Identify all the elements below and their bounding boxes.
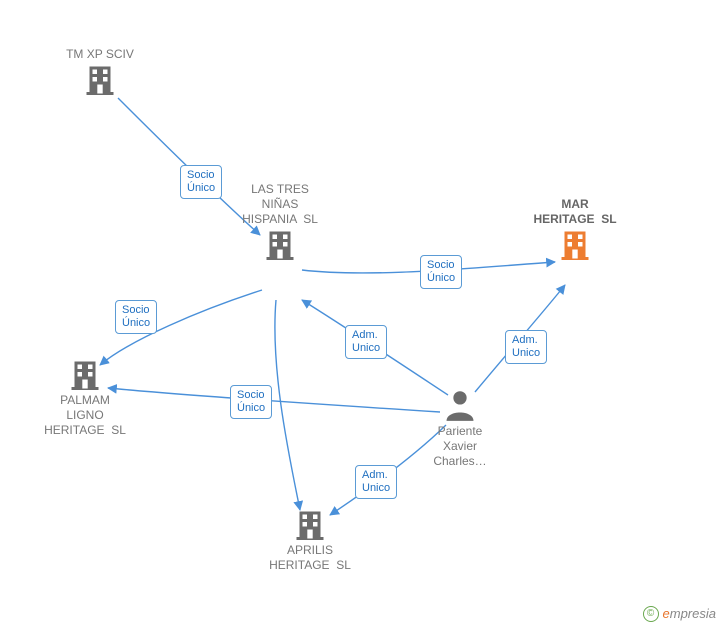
building-icon: [250, 507, 370, 543]
edge-person-palmam: [108, 388, 440, 412]
node-tmxp[interactable]: TM XP SCIV: [40, 47, 160, 98]
edge-label-tmxp-tres: SocioÚnico: [180, 165, 222, 199]
copyright-icon: ©: [643, 606, 659, 622]
node-label: MARHERITAGE SL: [515, 197, 635, 227]
edge-label-person-aprilis: Adm.Unico: [355, 465, 397, 499]
edge-label-person-mar: Adm.Unico: [505, 330, 547, 364]
person-icon: [400, 386, 520, 424]
building-icon: [25, 357, 145, 393]
node-label: LAS TRESNIÑASHISPANIA SL: [220, 182, 340, 227]
node-tres[interactable]: LAS TRESNIÑASHISPANIA SL: [220, 182, 340, 263]
node-label: PALMAMLIGNOHERITAGE SL: [25, 393, 145, 438]
watermark: © empresia: [643, 605, 716, 622]
edge-label-tres-aprilis: SocioÚnico: [230, 385, 272, 419]
node-palmam[interactable]: PALMAMLIGNOHERITAGE SL: [25, 357, 145, 438]
node-mar[interactable]: MARHERITAGE SL: [515, 197, 635, 263]
edge-label-tres-palmam: SocioÚnico: [115, 300, 157, 334]
edge-label-person-tres: Adm.Unico: [345, 325, 387, 359]
node-aprilis[interactable]: APRILISHERITAGE SL: [250, 507, 370, 573]
building-icon: [515, 227, 635, 263]
node-label: TM XP SCIV: [40, 47, 160, 62]
node-label: APRILISHERITAGE SL: [250, 543, 370, 573]
node-person[interactable]: ParienteXavierCharles…: [400, 386, 520, 469]
edge-label-tres-mar: SocioÚnico: [420, 255, 462, 289]
brand-text: empresia: [663, 607, 716, 622]
building-icon: [220, 227, 340, 263]
edge-tres-aprilis: [275, 300, 300, 510]
node-label: ParienteXavierCharles…: [400, 424, 520, 469]
building-icon: [40, 62, 160, 98]
